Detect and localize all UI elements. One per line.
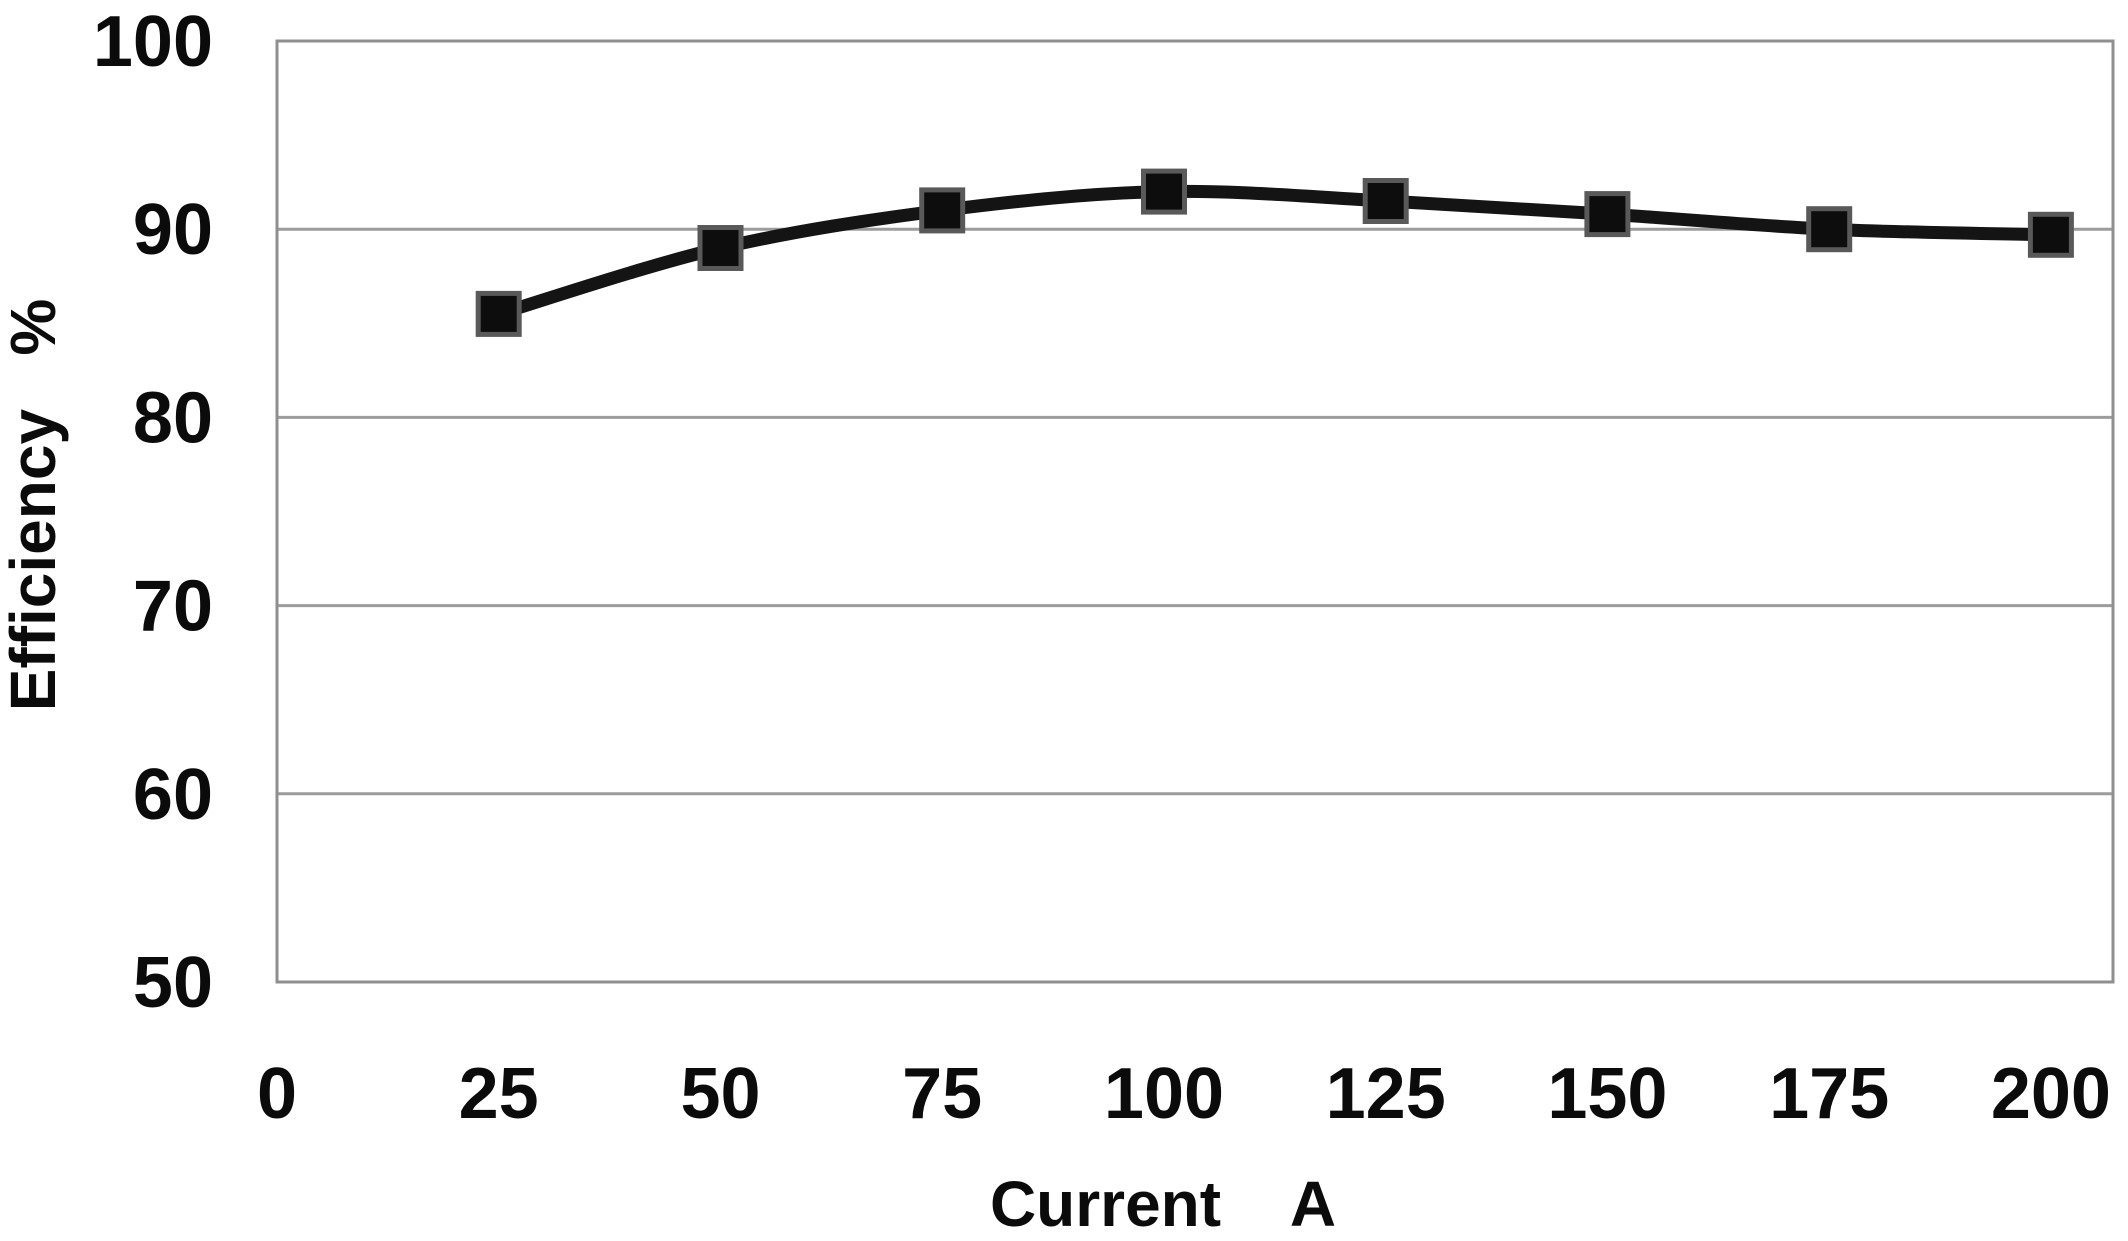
y-axis-tick-labels: 50 60 70 80 90 100 [93,2,213,1023]
y-tick-label-90: 90 [133,190,213,270]
y-tick-label-100: 100 [93,2,213,82]
x-tick-label-200: 200 [1991,1054,2111,1134]
x-axis-title: Current A [990,1168,1336,1240]
x-tick-label-50: 50 [680,1054,760,1134]
x-tick-label-0: 0 [257,1054,297,1134]
data-point-marker-175 [1806,206,1853,253]
data-point-marker-50 [697,225,744,271]
plot-border [275,39,2115,984]
data-point-marker-25 [475,290,522,337]
x-tick-label-125: 125 [1326,1054,1446,1134]
data-point-marker-125 [1362,178,1409,224]
gridlines [277,39,2113,984]
data-point-marker-200 [2027,211,2074,258]
y-tick-label-50: 50 [133,943,213,1023]
y-tick-label-60: 60 [133,755,213,835]
data-point-marker-150 [1584,191,1631,238]
y-tick-label-70: 70 [133,567,213,647]
data-point-marker-100 [1141,168,1187,215]
x-tick-label-75: 75 [902,1054,982,1134]
y-tick-label-80: 80 [133,378,213,458]
y-axis-title: Efficiency % [0,299,69,712]
series-markers [475,168,2074,337]
x-tick-label-25: 25 [459,1054,539,1134]
x-tick-label-175: 175 [1769,1054,1889,1134]
x-tick-label-100: 100 [1104,1054,1224,1134]
data-point-marker-75 [919,187,966,234]
x-axis-tick-labels: 0 25 50 75 100 125 150 175 200 [257,1054,2111,1134]
x-tick-label-150: 150 [1547,1054,1667,1134]
